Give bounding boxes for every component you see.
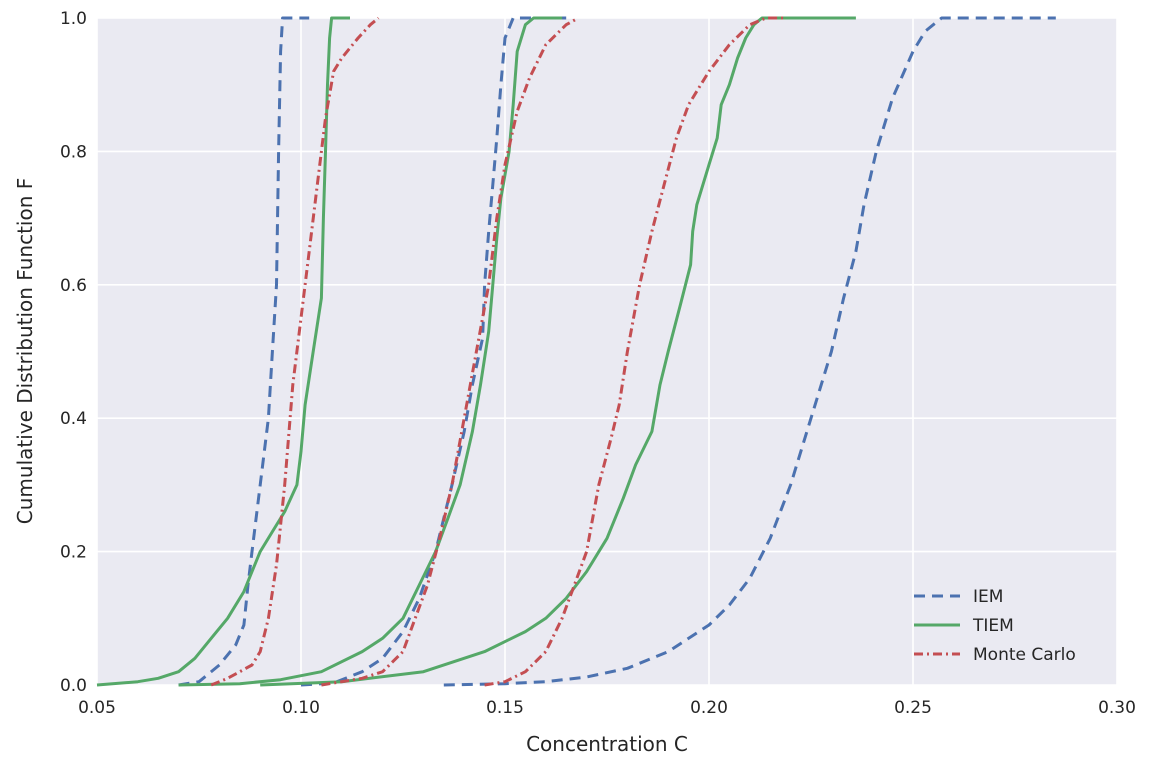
tiem-curve [260,16,856,687]
legend-label-iem: IEM [973,587,1003,607]
y-tick-label: 0.8 [60,142,87,162]
monte-carlo-curve [484,16,787,687]
y-tick-label: 1.0 [60,9,87,29]
iem-curve [178,16,310,687]
monte-carlo-curve [210,16,380,687]
x-tick-label: 0.10 [282,698,320,718]
series-curves [96,16,1056,687]
tick-labels: 0.05 0.10 0.15 0.20 0.25 0.30 0.0 0.2 0.4 0.6 0.8 1… [60,9,1136,718]
y-tick-label: 0.6 [60,276,87,296]
x-tick-label: 0.30 [1098,698,1136,718]
iem-curve [443,16,1056,687]
monte-carlo-curve [321,16,580,687]
x-tick-label: 0.05 [78,698,116,718]
x-tick-label: 0.20 [690,698,728,718]
plot-background [97,18,1117,685]
legend-label-tiem: TIEM [972,616,1014,636]
legend-label-monte-carlo: Monte Carlo [973,645,1076,665]
y-tick-label: 0.2 [60,543,87,563]
y-tick-label: 0.0 [60,676,87,696]
iem-curve [300,16,567,687]
tiem-curve [178,16,563,687]
y-axis-label: Cumulative Distribution Function F [13,178,37,524]
legend: IEM TIEM Monte Carlo [914,587,1076,665]
tiem-curve [96,16,350,687]
x-tick-label: 0.15 [486,698,524,718]
x-axis-label: Concentration C [526,732,688,756]
y-tick-label: 0.4 [60,409,87,429]
x-tick-label: 0.25 [894,698,932,718]
